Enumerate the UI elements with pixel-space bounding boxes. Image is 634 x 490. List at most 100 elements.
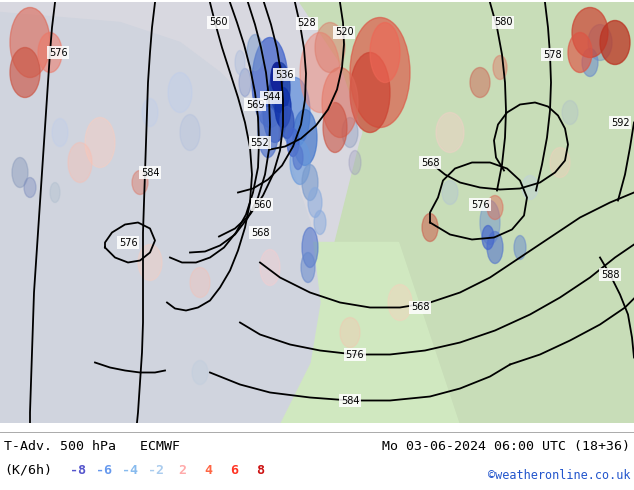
Ellipse shape xyxy=(142,98,158,126)
Ellipse shape xyxy=(482,225,494,249)
Ellipse shape xyxy=(323,102,347,152)
Ellipse shape xyxy=(442,180,458,204)
Bar xyxy=(280,243,480,422)
Ellipse shape xyxy=(582,49,598,76)
Ellipse shape xyxy=(271,63,283,93)
Ellipse shape xyxy=(50,182,60,202)
Text: 520: 520 xyxy=(335,27,353,38)
Polygon shape xyxy=(270,23,634,422)
Ellipse shape xyxy=(10,48,40,98)
Ellipse shape xyxy=(68,143,92,182)
Ellipse shape xyxy=(340,318,360,347)
Ellipse shape xyxy=(322,68,358,138)
Text: 576: 576 xyxy=(346,349,365,360)
Ellipse shape xyxy=(275,88,291,127)
Ellipse shape xyxy=(263,82,287,143)
Ellipse shape xyxy=(349,150,361,174)
Ellipse shape xyxy=(192,361,208,385)
Text: 8: 8 xyxy=(256,464,264,476)
Ellipse shape xyxy=(600,21,630,65)
Text: 4: 4 xyxy=(204,464,212,476)
Bar xyxy=(430,2,634,422)
Polygon shape xyxy=(0,13,320,422)
Text: 578: 578 xyxy=(543,49,561,59)
Text: 569: 569 xyxy=(246,99,264,109)
Ellipse shape xyxy=(487,231,503,264)
Ellipse shape xyxy=(301,252,315,283)
Ellipse shape xyxy=(168,73,192,113)
Ellipse shape xyxy=(280,106,294,139)
Text: 560: 560 xyxy=(253,199,271,210)
Text: 552: 552 xyxy=(250,138,269,147)
Ellipse shape xyxy=(588,24,612,60)
Text: 584: 584 xyxy=(141,168,159,177)
Ellipse shape xyxy=(293,109,317,166)
Ellipse shape xyxy=(302,227,318,268)
Text: 544: 544 xyxy=(262,93,280,102)
Ellipse shape xyxy=(308,188,322,218)
Ellipse shape xyxy=(52,119,68,147)
Ellipse shape xyxy=(252,38,288,127)
Text: 576: 576 xyxy=(49,48,67,57)
Ellipse shape xyxy=(572,7,608,57)
Bar xyxy=(0,2,280,422)
Ellipse shape xyxy=(470,68,490,98)
Ellipse shape xyxy=(422,214,438,242)
Ellipse shape xyxy=(514,236,526,260)
Text: 536: 536 xyxy=(275,70,294,79)
Ellipse shape xyxy=(180,115,200,150)
Text: -6: -6 xyxy=(96,464,112,476)
Ellipse shape xyxy=(480,200,500,245)
Text: 588: 588 xyxy=(601,270,619,279)
Text: -2: -2 xyxy=(148,464,164,476)
Ellipse shape xyxy=(370,23,400,82)
Ellipse shape xyxy=(568,32,592,73)
Text: 576: 576 xyxy=(470,199,489,210)
Text: T-Adv. 500 hPa   ECMWF: T-Adv. 500 hPa ECMWF xyxy=(4,440,180,453)
Ellipse shape xyxy=(132,171,148,195)
Ellipse shape xyxy=(487,196,503,220)
Text: 568: 568 xyxy=(411,302,429,313)
Ellipse shape xyxy=(260,249,280,286)
Ellipse shape xyxy=(314,211,326,235)
Text: ©weatheronline.co.uk: ©weatheronline.co.uk xyxy=(488,469,630,482)
Ellipse shape xyxy=(350,52,390,132)
Ellipse shape xyxy=(239,69,251,97)
Text: 528: 528 xyxy=(298,19,316,28)
Text: 584: 584 xyxy=(340,395,359,406)
Ellipse shape xyxy=(493,55,507,79)
Text: 560: 560 xyxy=(209,18,227,27)
Polygon shape xyxy=(350,2,634,122)
Ellipse shape xyxy=(300,32,340,113)
Ellipse shape xyxy=(342,118,358,147)
Ellipse shape xyxy=(388,285,412,320)
Ellipse shape xyxy=(12,157,28,188)
Ellipse shape xyxy=(280,77,310,147)
Ellipse shape xyxy=(190,268,210,297)
Text: 568: 568 xyxy=(251,227,269,238)
Text: Mo 03-06-2024 06:00 UTC (18+36): Mo 03-06-2024 06:00 UTC (18+36) xyxy=(382,440,630,453)
Text: 6: 6 xyxy=(230,464,238,476)
Ellipse shape xyxy=(550,147,570,177)
Ellipse shape xyxy=(85,118,115,168)
Ellipse shape xyxy=(302,165,318,200)
Ellipse shape xyxy=(270,63,290,113)
Polygon shape xyxy=(300,2,634,422)
Ellipse shape xyxy=(522,175,538,199)
Text: -4: -4 xyxy=(122,464,138,476)
Ellipse shape xyxy=(38,32,62,73)
Text: 568: 568 xyxy=(421,157,439,168)
Text: 592: 592 xyxy=(611,118,630,127)
Text: -8: -8 xyxy=(70,464,86,476)
Ellipse shape xyxy=(138,245,162,280)
Ellipse shape xyxy=(562,100,578,124)
Text: (K/6h): (K/6h) xyxy=(4,464,52,476)
Text: 576: 576 xyxy=(119,238,138,247)
Ellipse shape xyxy=(235,50,245,74)
Ellipse shape xyxy=(290,141,310,185)
Ellipse shape xyxy=(436,113,464,152)
Ellipse shape xyxy=(10,7,50,77)
Ellipse shape xyxy=(315,23,345,73)
Ellipse shape xyxy=(258,107,278,157)
Ellipse shape xyxy=(24,177,36,197)
